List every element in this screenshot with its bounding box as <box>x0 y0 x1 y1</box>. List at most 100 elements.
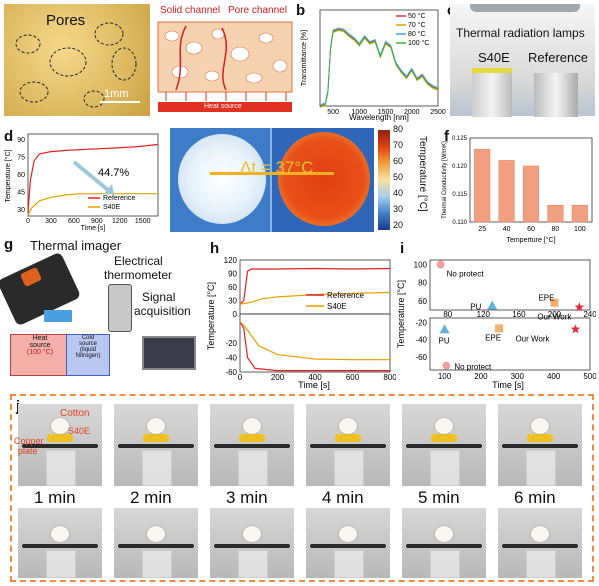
x-axis-label: Time [s] <box>492 380 524 390</box>
point-label: No protect <box>447 270 485 279</box>
y-tick-label: 120 <box>224 256 238 265</box>
y-tick-label: 45 <box>17 190 25 197</box>
bottom-x-tick-label: 500 <box>583 372 596 381</box>
scale-bar-label: 1mm <box>104 88 129 100</box>
point-marker <box>439 324 450 334</box>
flask <box>238 450 268 486</box>
point-marker <box>487 300 498 310</box>
top-x-tick-label: 200 <box>548 310 562 319</box>
plot-frame-top <box>429 259 591 311</box>
sample-heating-line <box>239 291 391 305</box>
x-tick-label: 900 <box>91 218 103 225</box>
panel-label-d: d <box>4 128 14 145</box>
point-label: PU <box>439 336 450 345</box>
y-tick-label: 0.120 <box>452 164 468 170</box>
plate-label: plate <box>18 446 38 456</box>
x-tick-label: 300 <box>45 218 57 225</box>
photo-cell <box>498 404 582 486</box>
x-tick-label: 600 <box>346 373 360 382</box>
copper-plate <box>118 544 194 548</box>
cotton-ball <box>51 418 69 434</box>
legend-label: S40E <box>103 204 120 211</box>
cotton-ball <box>147 418 165 434</box>
pore-outlines <box>15 22 140 108</box>
sample-disc <box>527 434 553 442</box>
top-y-tick-label: 100 <box>414 261 428 270</box>
point-label: Our Work <box>537 312 572 321</box>
legend-label: S40E <box>327 302 347 311</box>
copper-plate <box>214 444 290 448</box>
point-marker <box>570 324 581 334</box>
point-marker <box>495 324 504 333</box>
legend-label: 70 °C <box>408 21 426 29</box>
channel-schematic: Solid channel Pore channel Heat source <box>156 4 296 120</box>
reference-heating-line <box>239 267 391 305</box>
cold-source-box: Cold source (liquid Nitrogen) <box>66 334 110 376</box>
y-tick-label: -60 <box>225 368 237 377</box>
point-marker <box>442 361 451 370</box>
heat-source-label: Heat source <box>204 103 242 110</box>
photo-cell <box>210 508 294 578</box>
y-tick-label: 0 <box>233 310 238 319</box>
y-tick-label: 30 <box>228 297 237 306</box>
photo-cell <box>402 404 486 486</box>
legend-label: 100 °C <box>408 39 429 47</box>
top-x-tick-label: 120 <box>477 310 491 319</box>
cotton-ball <box>435 526 453 542</box>
bar <box>522 165 540 223</box>
series-line <box>27 143 159 213</box>
flask <box>46 450 76 486</box>
x-tick-label: 0 <box>26 218 30 225</box>
flask <box>526 550 556 578</box>
y-tick-label: 0.125 <box>452 136 468 142</box>
flask <box>46 550 76 578</box>
colorbar-tick-label: 40 <box>393 188 404 198</box>
electrical-label: Electrical <box>114 254 163 268</box>
chart-f-conductivity: Thermal Conductivity [W/mK] Temperture [… <box>442 136 593 244</box>
sample-cooling-line <box>239 320 390 361</box>
bottom-x-tick-label: 300 <box>511 372 525 381</box>
y-tick-label: 30 <box>17 207 25 214</box>
micrograph-pores: Pores 1mm <box>4 4 150 116</box>
y-axis-label: Temperature [°C] <box>206 282 216 350</box>
y-tick-label: 60 <box>228 283 237 292</box>
series-line <box>319 27 439 106</box>
acquisition-label: acquisition <box>134 304 191 318</box>
y-tick-label: 60 <box>17 172 25 179</box>
sample-disc <box>239 434 265 442</box>
photo-cell <box>114 508 198 578</box>
x-tick-label: 2500 <box>430 109 446 116</box>
y-axis-label: Temperature [°C] <box>396 280 406 348</box>
solid-channel-label: Solid channel <box>160 5 221 16</box>
y-tick-label: 75 <box>17 154 25 161</box>
panel-label-h: h <box>210 240 220 257</box>
cotton-ball <box>243 526 261 542</box>
point-label: EPE <box>485 333 501 342</box>
photo-cell <box>498 508 582 578</box>
colorbar-tick-label: 70 <box>393 140 404 150</box>
legend-label: 80 °C <box>408 30 426 38</box>
x-tick-label: 40 <box>503 226 511 233</box>
top-x-tick-label: 80 <box>443 310 452 319</box>
copper-plate <box>502 444 578 448</box>
colorbar-tick-label: 80 <box>393 124 404 134</box>
sample-disc <box>143 434 169 442</box>
copper-plate <box>406 444 482 448</box>
x-tick-label: 400 <box>308 373 322 382</box>
cotton-label: Cotton <box>60 408 90 419</box>
photo-cell <box>306 404 390 486</box>
point-label: PU <box>470 302 481 311</box>
x-axis-label: Time [s] <box>298 380 330 390</box>
sample-disc <box>431 434 457 442</box>
sample-label: S40E <box>68 426 91 436</box>
y-tick-label: 0.115 <box>452 192 467 198</box>
reference-thermal-spot <box>278 132 370 226</box>
copper-label: Copper <box>14 436 44 446</box>
reference-cup <box>534 68 578 117</box>
sample-disc <box>335 434 361 442</box>
copper-plate <box>118 444 194 448</box>
x-axis-label: Temperture [°C] <box>506 236 555 244</box>
reduction-annotation: 44.7% <box>98 167 129 179</box>
photo-cell <box>306 508 390 578</box>
